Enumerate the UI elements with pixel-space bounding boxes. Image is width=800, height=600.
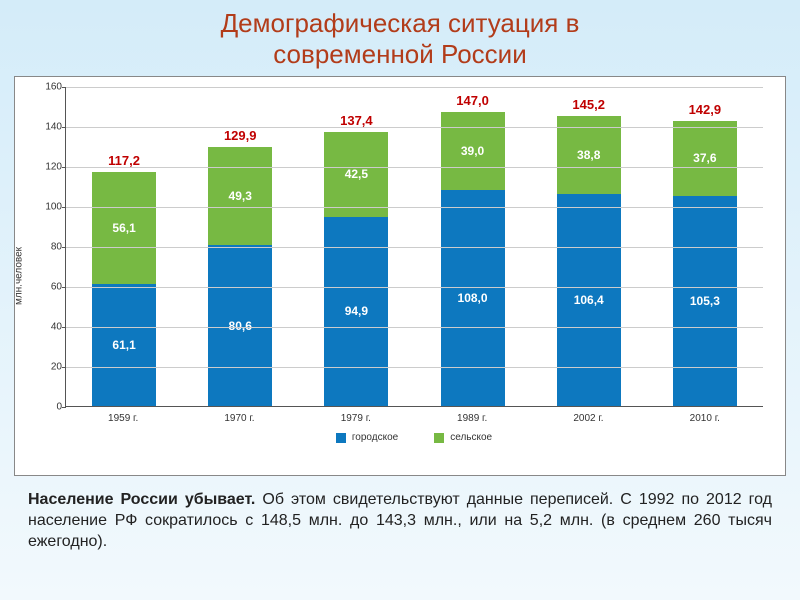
x-tick-label: 1959 г.	[87, 413, 159, 424]
gridline	[66, 127, 763, 128]
gridline	[66, 287, 763, 288]
bar-total-label: 142,9	[669, 102, 741, 117]
bar-total-label: 129,9	[204, 128, 276, 143]
bar-total-label: 145,2	[553, 97, 625, 112]
y-tick-label: 60	[34, 282, 62, 293]
legend-swatch	[434, 433, 444, 443]
bar-segment-urban: 106,4	[557, 194, 621, 407]
y-tick-label: 140	[34, 122, 62, 133]
caption-lead: Население России убывает.	[28, 491, 255, 508]
gridline	[66, 247, 763, 248]
x-tick-label: 1970 г.	[203, 413, 275, 424]
bar-segment-rural: 49,3	[208, 147, 272, 246]
gridline	[66, 367, 763, 368]
bar-total-label: 117,2	[88, 153, 160, 168]
legend-swatch	[336, 433, 346, 443]
legend-label: городское	[352, 432, 398, 443]
bar-segment-rural: 42,5	[324, 132, 388, 217]
population-chart: млн.человек 56,161,1 117,2 49,380,6 129,9 42…	[14, 76, 786, 476]
bar-segment-urban: 105,3	[673, 196, 737, 407]
bar-segment-urban: 108,0	[441, 190, 505, 406]
gridline	[66, 207, 763, 208]
x-axis-labels: 1959 г. 1970 г. 1979 г. 1989 г. 2002 г. 2010 …	[65, 413, 763, 424]
legend-label: сельское	[450, 432, 492, 443]
bar-total-label: 137,4	[320, 113, 392, 128]
gridline	[66, 167, 763, 168]
y-axis-label: млн.человек	[14, 247, 25, 305]
bar-segment-rural: 37,6	[673, 121, 737, 196]
x-tick-label: 1989 г.	[436, 413, 508, 424]
legend-item: городское	[336, 432, 398, 443]
bar-total-label: 147,0	[437, 93, 509, 108]
y-tick-label: 40	[34, 322, 62, 333]
x-tick-label: 2002 г.	[552, 413, 624, 424]
gridline	[66, 327, 763, 328]
bar-segment-rural: 39,0	[441, 112, 505, 190]
plot-area: 56,161,1 117,2 49,380,6 129,9 42,594,9 137,4 3…	[65, 87, 763, 407]
page-title: Демографическая ситуация в современной Р…	[0, 0, 800, 76]
y-tick-label: 0	[34, 402, 62, 413]
x-tick-label: 2010 г.	[669, 413, 741, 424]
y-tick-label: 160	[34, 82, 62, 93]
gridline	[66, 87, 763, 88]
caption-text: Население России убывает. Об этом свидет…	[28, 490, 772, 552]
bar-segment-urban: 80,6	[208, 245, 272, 406]
y-tick-label: 80	[34, 242, 62, 253]
bar-segment-urban: 61,1	[92, 284, 156, 406]
y-tick-label: 120	[34, 162, 62, 173]
bar-segment-rural: 56,1	[92, 172, 156, 284]
chart-legend: городское сельское	[65, 432, 763, 443]
bar-segment-urban: 94,9	[324, 217, 388, 407]
title-line1: Демографическая ситуация в	[221, 8, 580, 38]
x-tick-label: 1979 г.	[320, 413, 392, 424]
y-tick-label: 20	[34, 362, 62, 373]
y-tick-label: 100	[34, 202, 62, 213]
legend-item: сельское	[434, 432, 492, 443]
title-line2: современной России	[273, 39, 526, 69]
